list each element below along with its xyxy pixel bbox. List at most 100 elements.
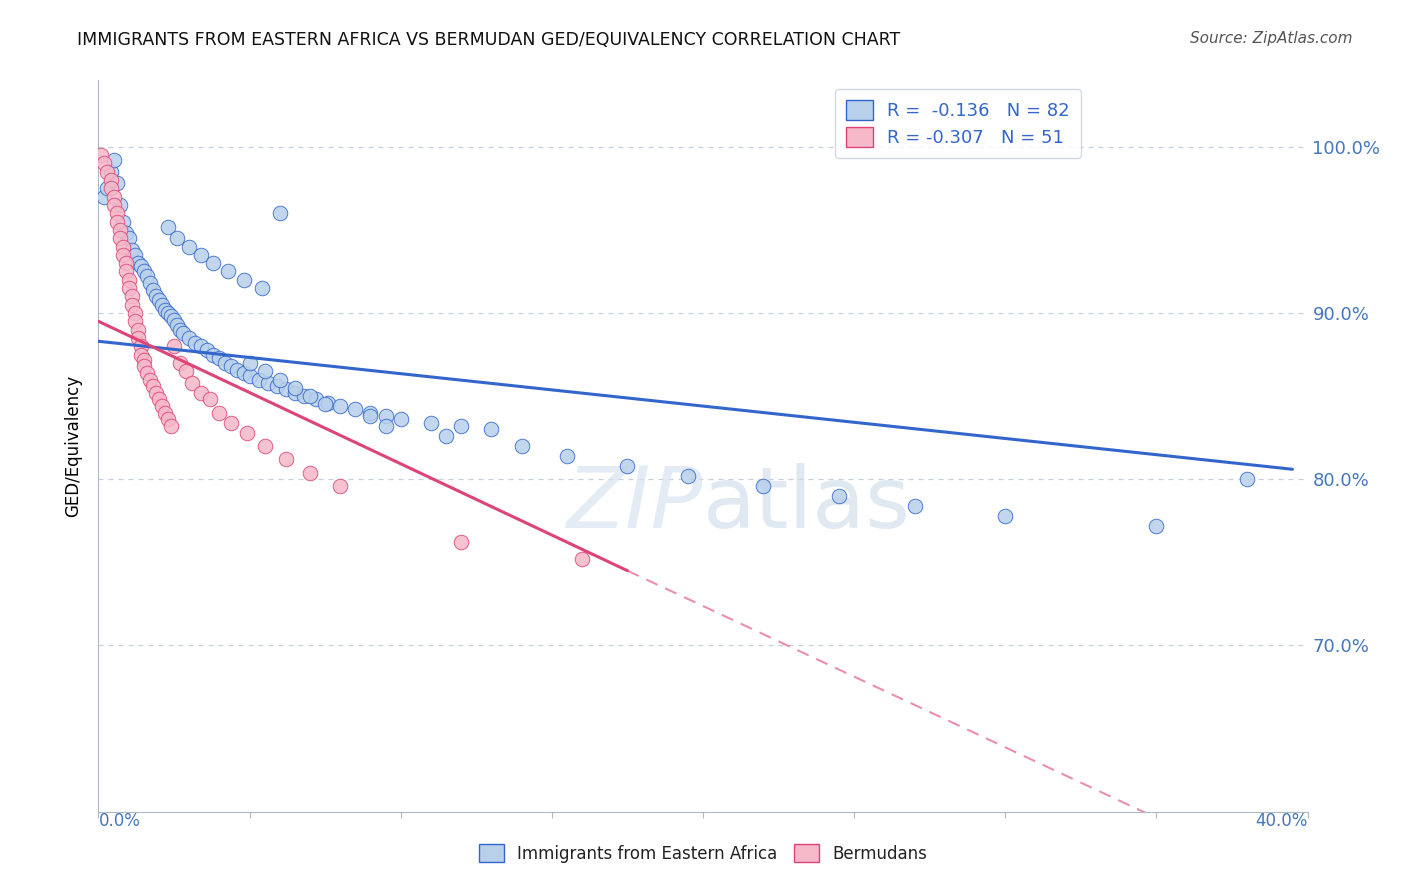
Point <box>127 256 149 270</box>
Point <box>510 439 533 453</box>
Point <box>100 181 122 195</box>
Point <box>127 331 149 345</box>
Point <box>481 422 503 436</box>
Point <box>450 419 472 434</box>
Point <box>284 385 307 400</box>
Point <box>752 479 775 493</box>
Point <box>292 389 315 403</box>
Point <box>139 372 162 386</box>
Point <box>274 452 297 467</box>
Point <box>148 392 170 407</box>
Point <box>239 356 262 370</box>
Point <box>103 153 125 167</box>
Point <box>129 339 152 353</box>
Point <box>828 489 851 503</box>
Point <box>145 385 167 400</box>
Point <box>994 508 1017 523</box>
Point <box>127 323 149 337</box>
Y-axis label: GED/Equivalency: GED/Equivalency <box>65 375 83 517</box>
Point <box>1144 518 1167 533</box>
Point <box>179 331 201 345</box>
Point <box>202 256 225 270</box>
Point <box>114 226 136 240</box>
Point <box>190 248 212 262</box>
Point <box>135 366 157 380</box>
Point <box>247 372 270 386</box>
Point <box>163 339 186 353</box>
Point <box>316 396 339 410</box>
Point <box>124 248 146 262</box>
Point <box>208 351 231 365</box>
Point <box>184 335 207 350</box>
Point <box>374 409 396 423</box>
Point <box>420 416 443 430</box>
Point <box>181 376 204 390</box>
Point <box>305 392 328 407</box>
Point <box>135 269 157 284</box>
Point <box>108 231 131 245</box>
Point <box>360 409 382 423</box>
Point <box>235 425 257 440</box>
Point <box>374 419 396 434</box>
Point <box>103 189 125 203</box>
Point <box>93 189 115 203</box>
Legend: Immigrants from Eastern Africa, Bermudans: Immigrants from Eastern Africa, Bermudan… <box>472 838 934 869</box>
Point <box>389 412 412 426</box>
Point <box>217 264 239 278</box>
Point <box>111 214 134 228</box>
Point <box>105 177 128 191</box>
Point <box>124 306 146 320</box>
Point <box>156 219 179 234</box>
Point <box>676 469 699 483</box>
Point <box>129 260 152 274</box>
Point <box>314 397 336 411</box>
Point <box>156 306 179 320</box>
Point <box>571 552 593 566</box>
Point <box>174 364 197 378</box>
Point <box>221 416 243 430</box>
Text: ZIP: ZIP <box>567 463 703 546</box>
Point <box>108 198 131 212</box>
Point <box>253 364 276 378</box>
Text: atlas: atlas <box>703 463 911 546</box>
Point <box>142 283 165 297</box>
Text: Source: ZipAtlas.com: Source: ZipAtlas.com <box>1189 31 1353 46</box>
Point <box>344 402 367 417</box>
Point <box>124 314 146 328</box>
Text: IMMIGRANTS FROM EASTERN AFRICA VS BERMUDAN GED/EQUIVALENCY CORRELATION CHART: IMMIGRANTS FROM EASTERN AFRICA VS BERMUD… <box>77 31 901 49</box>
Text: 0.0%: 0.0% <box>98 812 141 830</box>
Point <box>114 264 136 278</box>
Point <box>150 298 173 312</box>
Point <box>145 289 167 303</box>
Point <box>221 359 243 374</box>
Point <box>232 273 254 287</box>
Point <box>118 273 141 287</box>
Point <box>284 381 307 395</box>
Point <box>190 339 212 353</box>
Point <box>434 429 457 443</box>
Point <box>160 310 183 324</box>
Point <box>121 298 143 312</box>
Point <box>202 348 225 362</box>
Point <box>96 181 118 195</box>
Point <box>150 399 173 413</box>
Point <box>266 379 288 393</box>
Point <box>111 248 134 262</box>
Point <box>111 239 134 253</box>
Point <box>329 399 352 413</box>
Point <box>253 439 276 453</box>
Point <box>132 352 155 367</box>
Point <box>105 214 128 228</box>
Point <box>200 392 222 407</box>
Point <box>299 389 322 403</box>
Point <box>208 406 231 420</box>
Point <box>139 276 162 290</box>
Point <box>114 256 136 270</box>
Point <box>100 173 122 187</box>
Point <box>274 383 297 397</box>
Point <box>118 231 141 245</box>
Point <box>163 312 186 326</box>
Point <box>132 264 155 278</box>
Point <box>118 281 141 295</box>
Point <box>256 376 278 390</box>
